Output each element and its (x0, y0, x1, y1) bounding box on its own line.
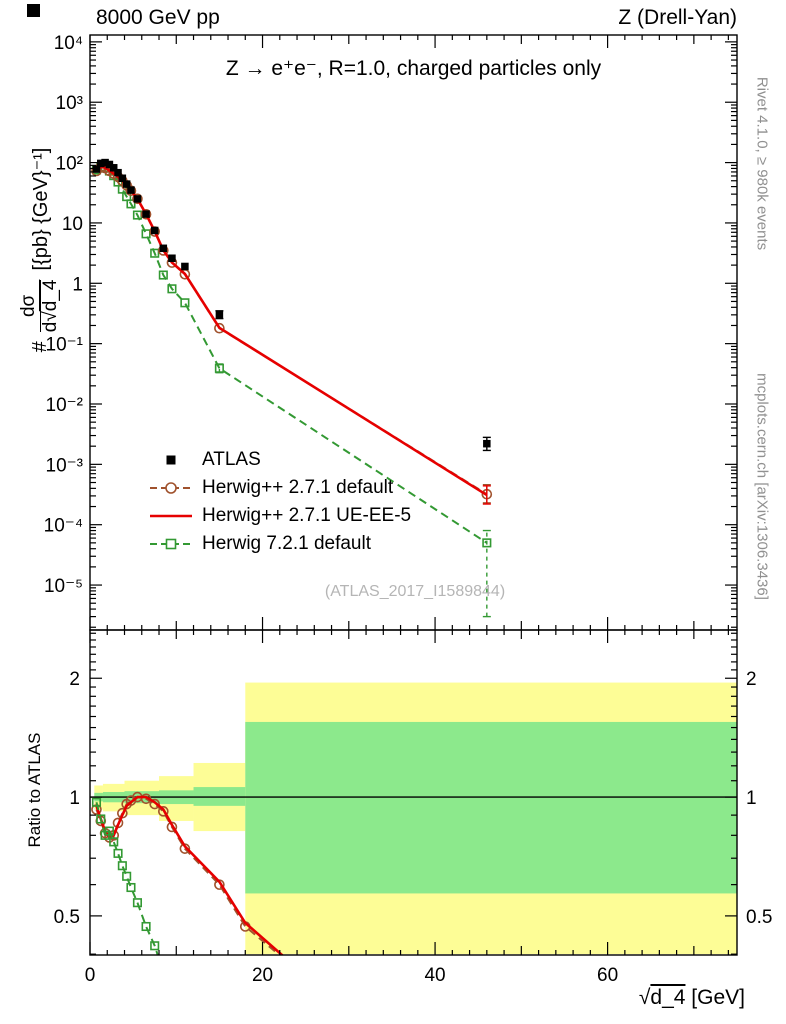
svg-text:10³: 10³ (56, 93, 83, 114)
analysis-watermark: (ATLAS_2017_I1589844) (324, 583, 506, 600)
x-axis-title: √d_4 [GeV] (639, 986, 745, 1010)
mcplots-arxiv-note: mcplots.cern.ch [arXiv:1306.3436] (753, 373, 771, 600)
y-axis-title-denominator: d√d_4 (39, 279, 61, 333)
svg-text:10⁻³: 10⁻³ (46, 455, 84, 476)
svg-text:40: 40 (424, 965, 445, 986)
x-axis-units: [GeV] (685, 986, 745, 1009)
header-beam-energy: 8000 GeV pp (96, 6, 220, 29)
ratio-uncertainty-bands (90, 682, 737, 955)
svg-text:10⁻⁵: 10⁻⁵ (44, 576, 83, 597)
svg-text:10: 10 (62, 214, 83, 235)
legend-marker-line (150, 514, 192, 518)
corner-mark (27, 4, 40, 17)
legend-item: Herwig++ 2.7.1 default (148, 474, 411, 502)
svg-text:10⁴: 10⁴ (54, 33, 83, 54)
legend: ATLAS Herwig++ 2.7.1 default Herwig++ 2.7.… (148, 446, 411, 558)
header-process: Z (Drell-Yan) (618, 6, 737, 29)
y-axis-title-units: [{pb} {GeV}⁻¹] (29, 147, 52, 271)
svg-text:10⁻²: 10⁻² (46, 395, 84, 416)
legend-item: ATLAS (148, 446, 411, 474)
legend-label: Herwig++ 2.7.1 default (202, 477, 394, 498)
svg-text:0: 0 (85, 965, 96, 986)
svg-text:2: 2 (69, 669, 80, 690)
rivet-version-note: Rivet 4.1.0, ≥ 980k events (753, 76, 771, 251)
axis-tick-labels: 10⁴ 10³ 10² 10 1 10⁻¹ 10⁻² 10⁻³ 10⁻⁴ 10⁻⁵ 0 20 40 60 2… (44, 33, 773, 986)
svg-text:1: 1 (69, 788, 80, 809)
y-axis-title-fraction: dσ d√d_4 (18, 279, 62, 333)
x-axis-variable: d_4 (650, 986, 686, 1009)
main-panel-series (91, 158, 493, 618)
ratio-panel-frame (89, 629, 738, 956)
y-axis-title: # dσ d√d_4 [{pb} {GeV}⁻¹] (14, 100, 66, 400)
legend-marker-filled-square (166, 455, 176, 465)
svg-text:10⁻⁴: 10⁻⁴ (44, 516, 83, 537)
svg-text:60: 60 (597, 965, 618, 986)
legend-marker-open-circle (150, 482, 192, 494)
svg-text:10⁻¹: 10⁻¹ (46, 335, 84, 356)
svg-text:0.5: 0.5 (54, 907, 80, 928)
svg-text:10²: 10² (56, 154, 83, 175)
y-axis-title-numerator: dσ (18, 279, 41, 333)
svg-text:0.5: 0.5 (746, 907, 772, 928)
svg-text:1: 1 (746, 788, 757, 809)
legend-marker-open-square (150, 538, 192, 550)
x-axis-sqrt-sign: √ (638, 986, 651, 1009)
ratio-panel-series (91, 791, 284, 955)
legend-label: Herwig 7.2.1 default (202, 533, 371, 554)
axis-ticks (89, 35, 737, 955)
plot-title: Z → e⁺e⁻, R=1.0, charged particles only (225, 57, 602, 80)
svg-text:2: 2 (746, 669, 757, 690)
legend-label: Herwig++ 2.7.1 UE-EE-5 (202, 505, 412, 526)
legend-label: ATLAS (202, 449, 261, 470)
ratio-axis-title: Ratio to ATLAS (25, 732, 44, 848)
legend-item: Herwig 7.2.1 default (148, 530, 411, 558)
legend-item: Herwig++ 2.7.1 UE-EE-5 (148, 502, 411, 530)
y-axis-title-prefix: # (28, 341, 51, 353)
svg-text:1: 1 (72, 274, 83, 295)
svg-text:20: 20 (252, 965, 273, 986)
